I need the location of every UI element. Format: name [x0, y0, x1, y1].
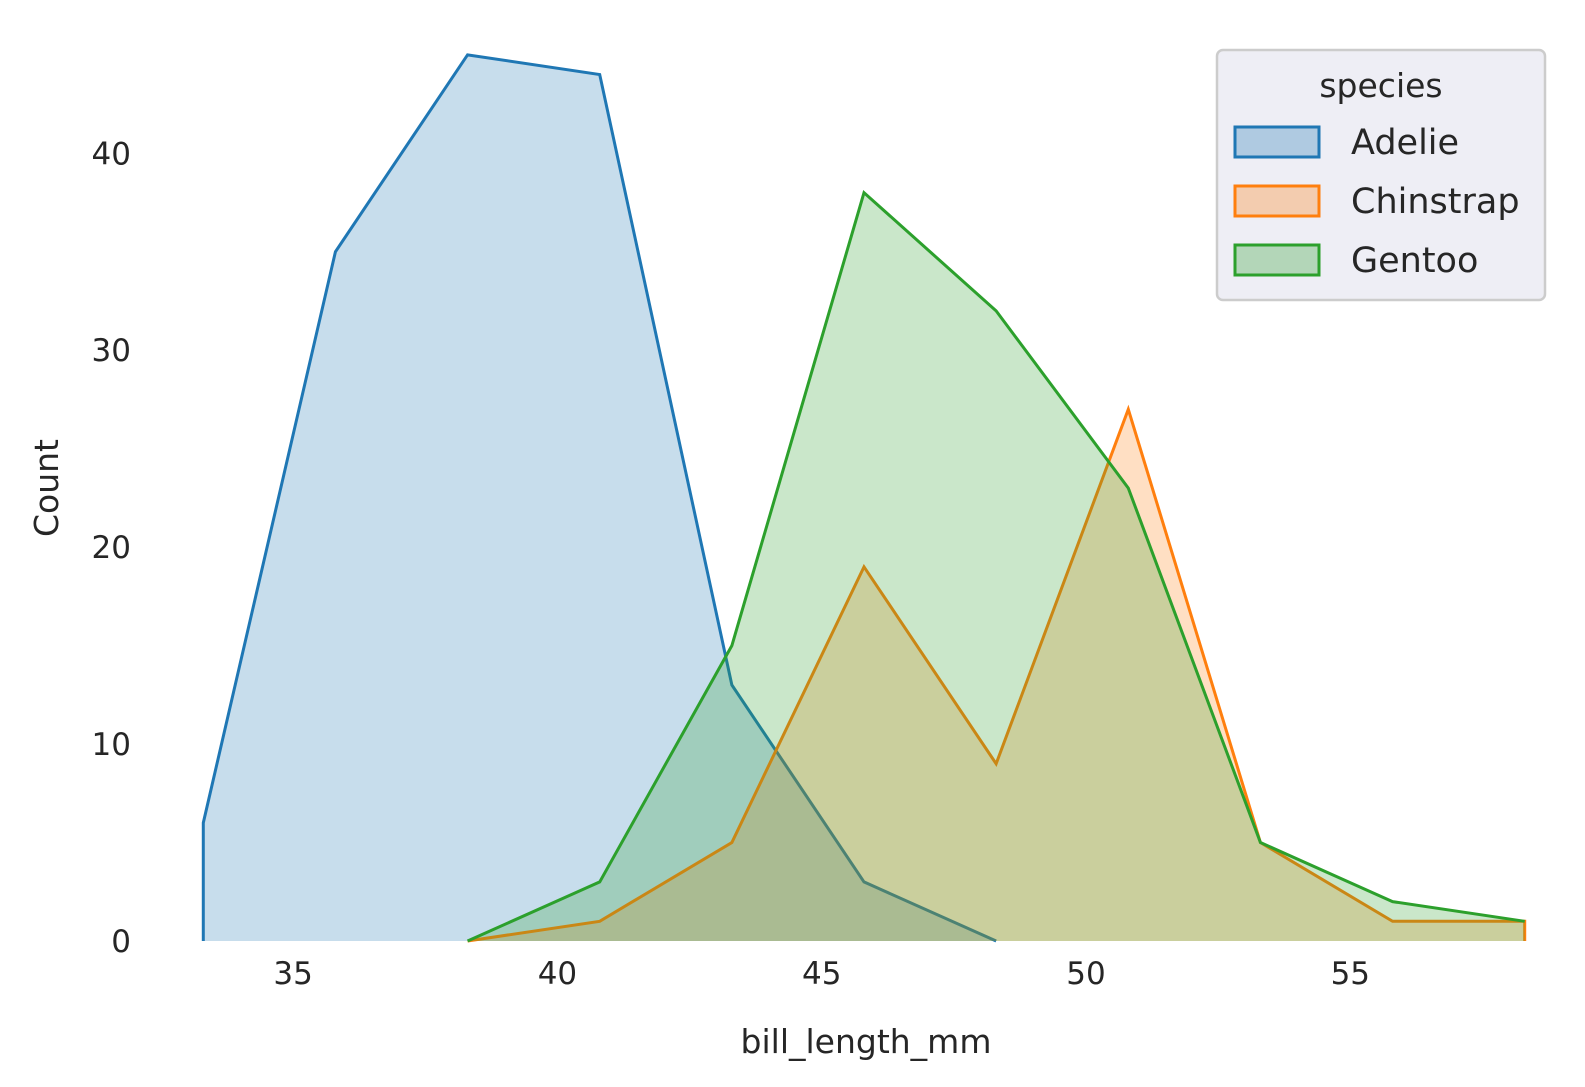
x-axis-label: bill_length_mm	[741, 1022, 992, 1061]
x-tick-label: 50	[1066, 956, 1105, 992]
x-tick-label: 55	[1331, 956, 1370, 992]
legend-frame	[1215, 48, 1547, 302]
series-area-chinstrap	[467, 409, 1525, 941]
legend-label-gentoo: Gentoo	[1351, 241, 1478, 281]
y-tick-label: 10	[92, 727, 131, 763]
x-tick-label: 35	[273, 956, 312, 992]
legend-swatch-chinstrap	[1233, 184, 1321, 218]
legend-swatch-adelie	[1233, 125, 1321, 159]
legend-label-adelie: Adelie	[1351, 123, 1459, 163]
legend-label-chinstrap: Chinstrap	[1351, 182, 1520, 222]
y-tick-label: 30	[92, 333, 131, 369]
y-axis-ticks: 0 10 20 30 40	[92, 136, 131, 960]
y-tick-label: 40	[92, 136, 131, 172]
series-line-adelie	[201, 53, 997, 943]
y-tick-label: 0	[111, 924, 131, 960]
y-axis-label: Count	[27, 439, 66, 537]
legend-swatch-gentoo	[1233, 243, 1321, 277]
series-line-gentoo	[466, 189, 1525, 943]
series-layer	[201, 53, 1527, 943]
legend: species Adelie Chinstrap Gentoo	[1215, 48, 1547, 302]
legend-items: Adelie Chinstrap Gentoo	[1233, 123, 1520, 281]
x-tick-label: 45	[802, 956, 841, 992]
legend-title: species	[1319, 66, 1442, 105]
series-area-adelie	[203, 54, 997, 942]
series-line-chinstrap	[467, 404, 1527, 943]
x-tick-label: 40	[538, 956, 577, 992]
x-axis-ticks: 35 40 45 50 55	[273, 956, 1370, 992]
y-tick-label: 20	[92, 530, 131, 566]
series-area-gentoo	[467, 192, 1525, 941]
